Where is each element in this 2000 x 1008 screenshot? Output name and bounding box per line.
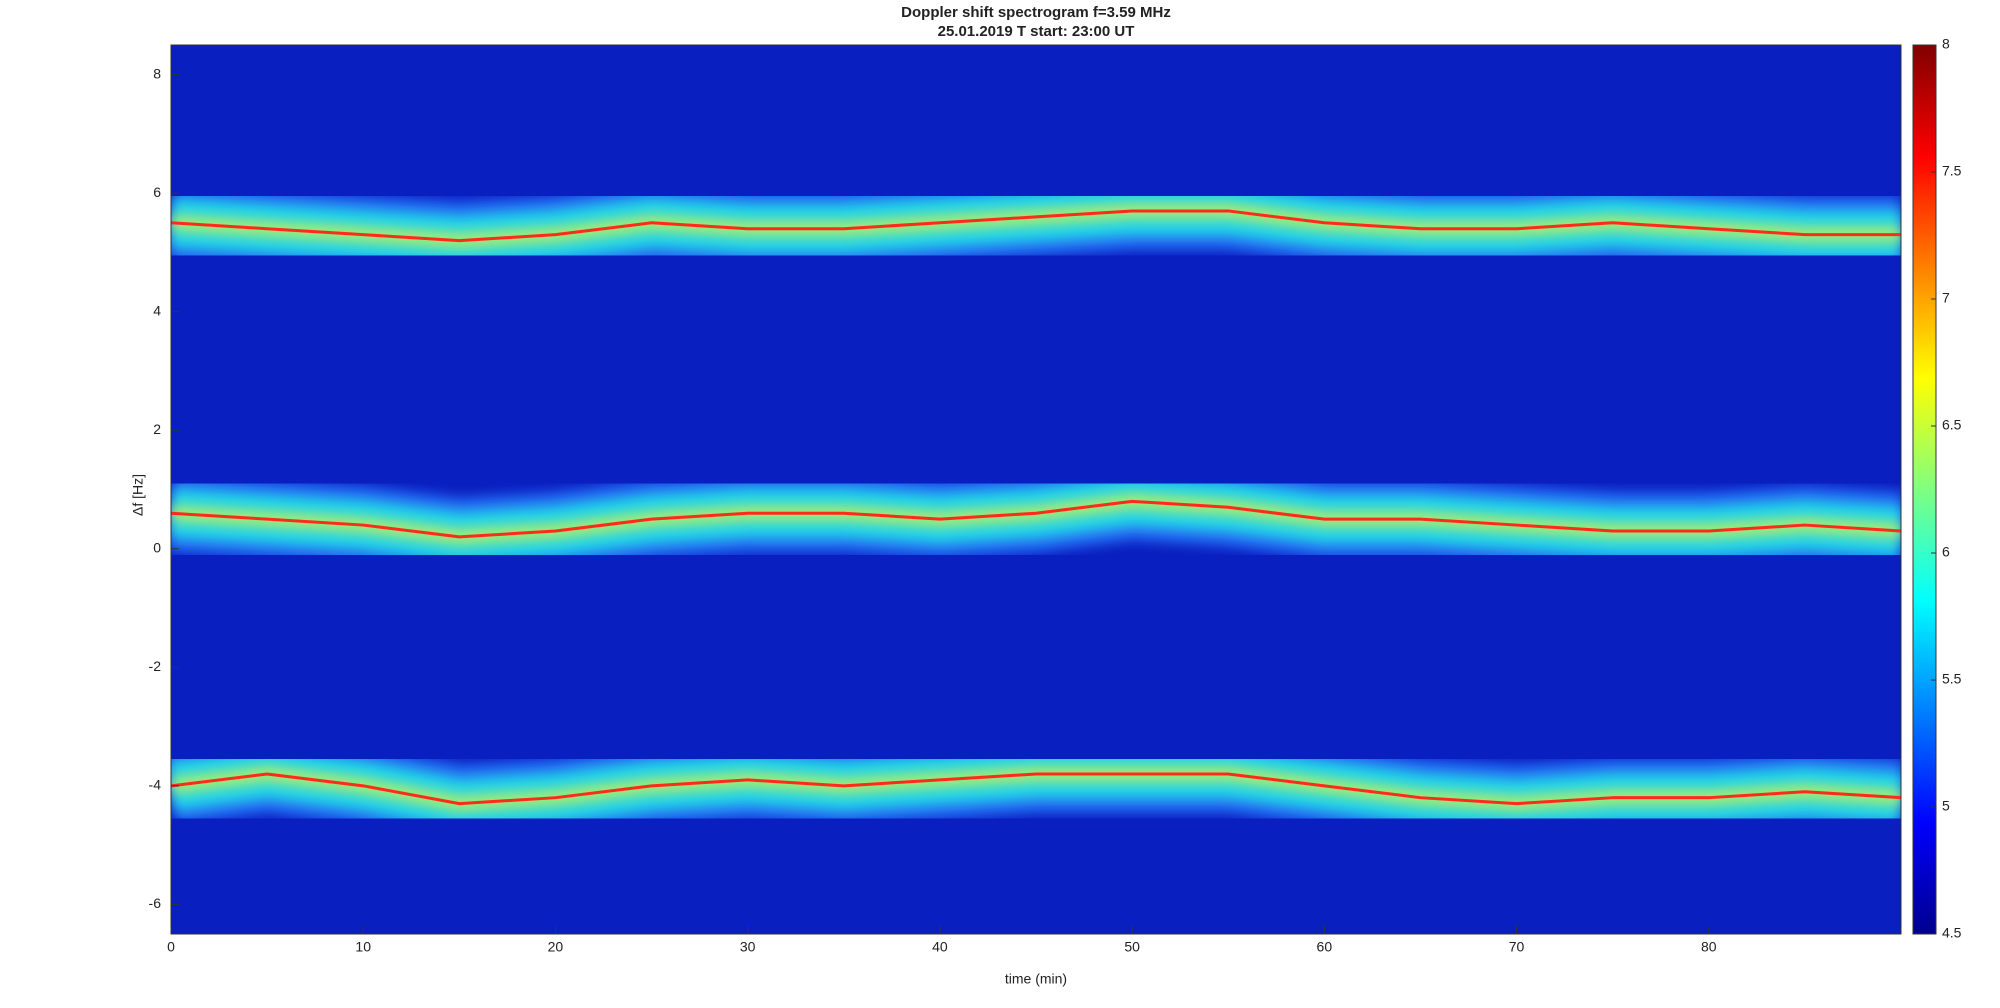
colorbar-tick-label: 6.5 [1942,417,1962,433]
colorbar-tick-label: 7.5 [1942,163,1962,179]
y-tick-label: -6 [149,895,162,911]
center-trace [171,772,1901,806]
x-tick-label: 70 [1509,939,1525,955]
colorbar-tick-label: 5.5 [1942,671,1962,687]
x-tick-label: 40 [932,939,948,955]
x-tick-label: 20 [548,939,564,955]
center-trace [171,499,1901,539]
x-tick-label: 60 [1317,939,1333,955]
colorbar [1912,44,1937,935]
chart-title: Doppler shift spectrogram f=3.59 MHz [901,4,1171,21]
y-tick-label: 4 [153,302,161,318]
x-tick-label: 10 [355,939,371,955]
plot-area [171,171,1901,843]
colorbar-tick-label: 5 [1942,798,1950,814]
colorbar-tick-label: 7 [1942,290,1950,306]
y-tick-label: -4 [149,777,162,793]
y-tick-label: 6 [153,184,161,200]
colorbar-tick-label: 4.5 [1942,925,1962,941]
chart-subtitle: 25.01.2019 T start: 23:00 UT [938,23,1135,40]
colorbar-tick-label: 8 [1942,36,1950,52]
y-tick-label: -2 [149,658,162,674]
y-tick-label: 0 [153,539,161,555]
center-trace [171,209,1901,243]
plot-frame [170,44,1902,935]
x-axis-label: time (min) [1005,971,1067,987]
x-tick-label: 0 [167,939,175,955]
x-tick-label: 30 [740,939,756,955]
x-tick-label: 50 [1124,939,1140,955]
y-axis-label: Δf [Hz] [130,474,146,516]
colorbar-tick-label: 6 [1942,544,1950,560]
y-tick-label: 8 [153,65,161,81]
x-tick-label: 80 [1701,939,1717,955]
y-tick-label: 2 [153,421,161,437]
